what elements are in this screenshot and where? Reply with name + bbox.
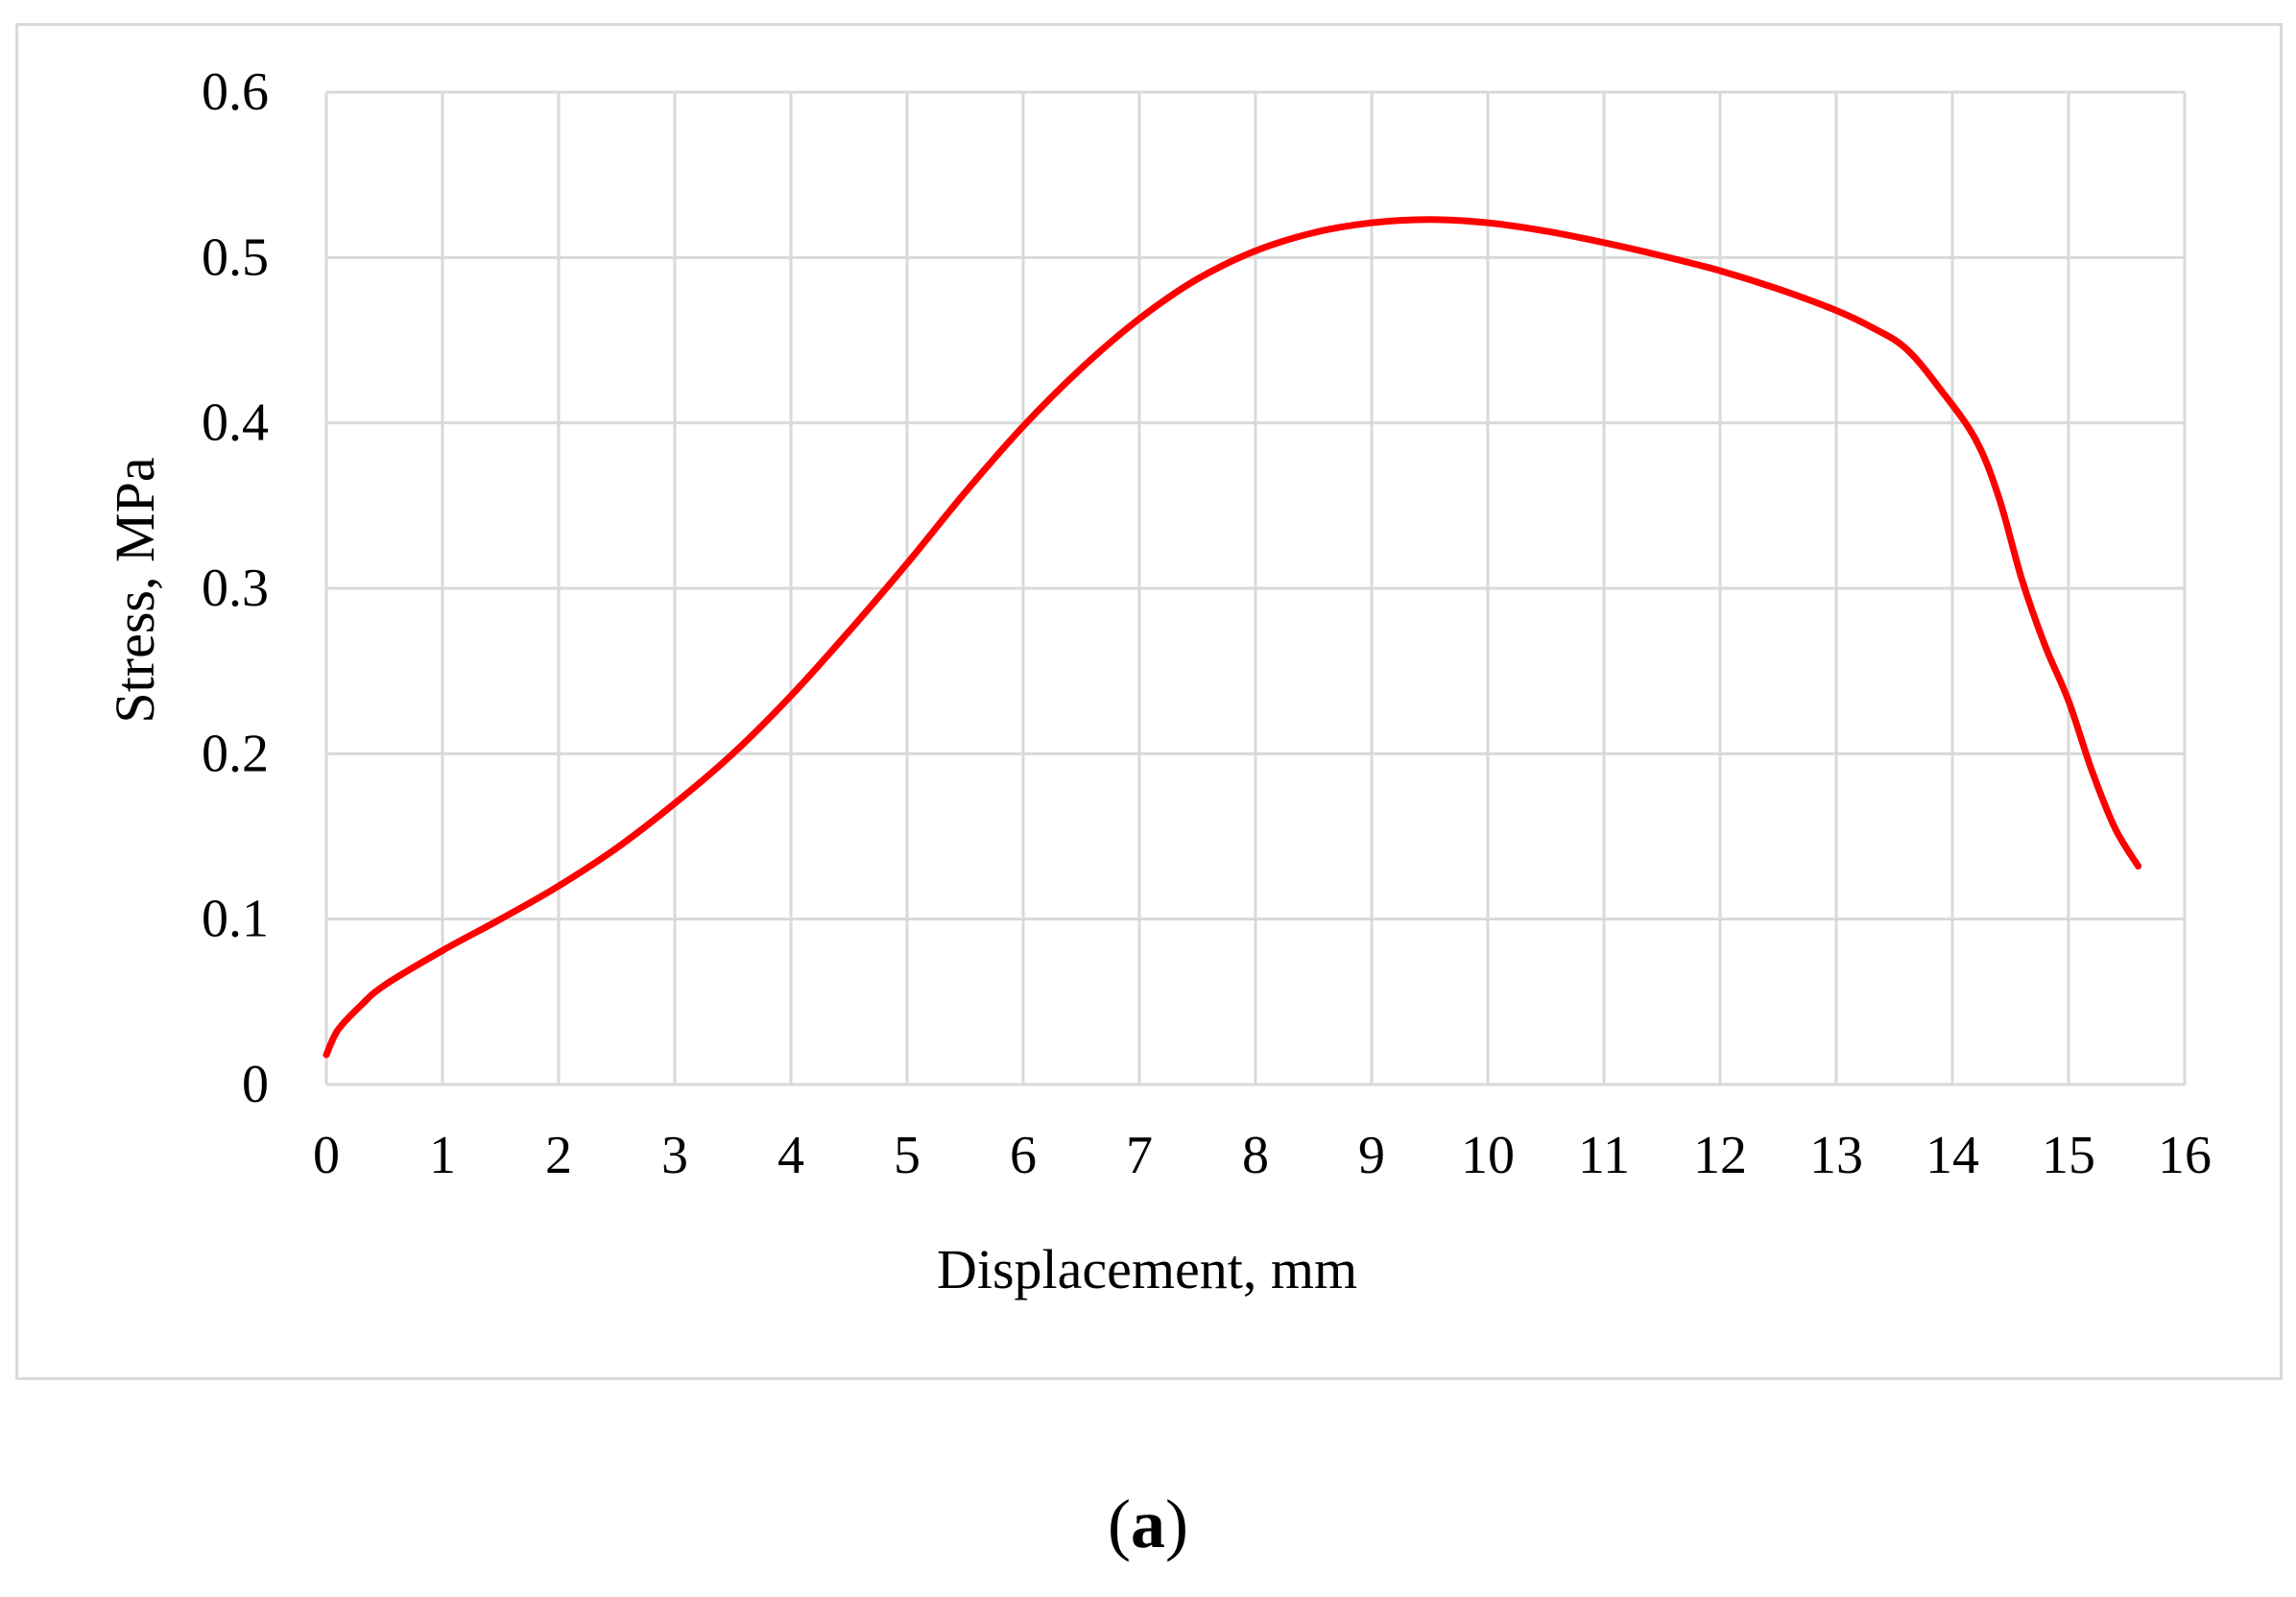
x-axis-title: Displacement, mm bbox=[937, 1238, 1357, 1300]
y-tick-label: 0.5 bbox=[202, 227, 269, 287]
y-axis-title: Stress, MPa bbox=[104, 457, 166, 723]
x-tick-label: 15 bbox=[2042, 1126, 2095, 1185]
caption-letter: a bbox=[1131, 1486, 1165, 1562]
x-tick-label: 12 bbox=[1693, 1126, 1747, 1185]
y-tick-label: 0 bbox=[242, 1055, 269, 1114]
x-tick-label: 7 bbox=[1126, 1126, 1153, 1185]
series-layer bbox=[323, 216, 2142, 1059]
x-tick-label: 16 bbox=[2158, 1126, 2212, 1185]
y-tick-label: 0.3 bbox=[202, 559, 269, 618]
x-tick-label: 3 bbox=[661, 1126, 688, 1185]
caption-close-paren: ) bbox=[1165, 1486, 1188, 1562]
gridlines bbox=[324, 90, 2187, 1086]
y-tick-label: 0.1 bbox=[202, 890, 269, 949]
x-tick-label: 14 bbox=[1925, 1126, 1979, 1185]
x-tick-label: 9 bbox=[1358, 1126, 1385, 1185]
x-tick-label: 13 bbox=[1809, 1126, 1863, 1185]
y-tick-label: 0.2 bbox=[202, 724, 269, 783]
x-tick-label: 1 bbox=[429, 1126, 456, 1185]
series-line-0 bbox=[323, 216, 2142, 1059]
x-tick-label: 2 bbox=[545, 1126, 572, 1185]
x-tick-label: 11 bbox=[1578, 1126, 1630, 1185]
x-tick-label: 6 bbox=[1010, 1126, 1037, 1185]
x-tick-label: 5 bbox=[894, 1126, 921, 1185]
y-axis-ticks: 0 0.1 0.2 0.3 0.4 0.5 0.6 bbox=[202, 62, 269, 1114]
y-tick-label: 0.4 bbox=[202, 393, 269, 453]
figure-caption: (a) bbox=[0, 1490, 2296, 1559]
caption-open-paren: ( bbox=[1108, 1486, 1131, 1562]
x-axis-ticks: 0 1 2 3 4 5 6 7 8 9 10 11 12 13 14 15 16 bbox=[313, 1126, 2212, 1185]
x-tick-label: 4 bbox=[777, 1126, 804, 1185]
x-tick-label: 8 bbox=[1242, 1126, 1269, 1185]
chart-area-border bbox=[15, 23, 2283, 1380]
y-tick-label: 0.6 bbox=[202, 62, 269, 122]
x-tick-label: 0 bbox=[313, 1126, 340, 1185]
x-tick-label: 10 bbox=[1461, 1126, 1515, 1185]
